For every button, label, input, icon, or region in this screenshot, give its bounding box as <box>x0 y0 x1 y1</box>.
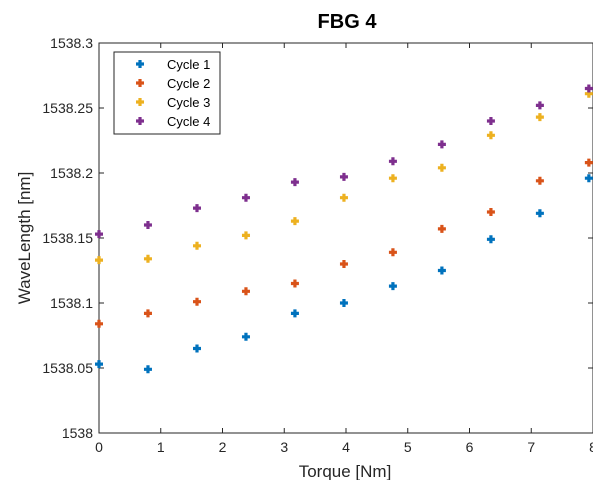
data-point <box>290 279 299 288</box>
y-tick-label: 1538.05 <box>42 360 93 376</box>
data-point <box>192 297 201 306</box>
data-point <box>486 235 495 244</box>
data-point <box>290 217 299 226</box>
x-tick-label: 7 <box>527 439 535 455</box>
x-tick-label: 3 <box>280 439 288 455</box>
data-point <box>192 344 201 353</box>
x-axis-ticks: 0 1 2 3 4 5 6 7 8 <box>95 43 593 455</box>
series-2 <box>95 158 593 328</box>
data-point <box>290 309 299 318</box>
data-point <box>95 360 103 369</box>
x-tick-label: 1 <box>157 439 165 455</box>
data-point <box>388 157 397 166</box>
data-point <box>241 287 250 296</box>
data-point <box>143 254 152 263</box>
legend-box <box>113 51 221 135</box>
legend-label: Cycle 3 <box>167 95 210 110</box>
series-1 <box>95 174 593 374</box>
y-tick-label: 1538.1 <box>50 295 93 311</box>
data-point <box>339 260 348 268</box>
data-point <box>535 176 544 185</box>
x-tick-label: 6 <box>466 439 474 455</box>
data-point <box>437 140 446 149</box>
data-point <box>290 178 299 187</box>
x-tick-label: 8 <box>589 439 593 455</box>
data-point <box>95 230 103 239</box>
data-point <box>486 117 495 125</box>
data-point <box>584 89 593 98</box>
legend-marker <box>136 60 144 68</box>
data-point <box>95 256 103 265</box>
data-point <box>95 319 103 328</box>
data-point <box>143 365 152 374</box>
data-point <box>486 131 495 140</box>
data-point <box>192 241 201 250</box>
data-point <box>143 221 152 229</box>
legend-marker <box>136 79 144 87</box>
data-point <box>241 231 250 240</box>
data-points <box>95 84 593 374</box>
data-point <box>339 172 348 181</box>
data-point <box>437 163 446 172</box>
data-point <box>437 266 446 275</box>
data-point <box>388 174 397 183</box>
series-3 <box>95 89 593 265</box>
y-tick-label: 1538.3 <box>50 35 93 51</box>
data-point <box>241 193 250 202</box>
y-tick-label: 1538.25 <box>42 100 93 116</box>
data-point <box>535 113 544 122</box>
x-tick-label: 4 <box>342 439 350 455</box>
data-point <box>535 209 544 218</box>
data-point <box>584 84 593 93</box>
data-point <box>437 224 446 233</box>
series-4 <box>95 84 593 239</box>
y-axis-ticks: 1538 1538.05 1538.1 1538.15 1538.2 1538.25 153… <box>42 35 593 441</box>
y-tick-label: 1538 <box>62 425 93 441</box>
legend-marker <box>136 98 144 106</box>
data-point <box>241 332 250 341</box>
legend-label: Cycle 4 <box>167 114 210 129</box>
x-axis-title: Torque [Nm] <box>299 462 392 480</box>
data-point <box>143 309 152 318</box>
data-point <box>486 208 495 216</box>
data-point <box>192 204 201 213</box>
legend-label: Cycle 1 <box>167 57 210 72</box>
data-point <box>584 174 593 183</box>
x-tick-label: 2 <box>219 439 227 455</box>
legend-marker <box>136 117 144 125</box>
y-tick-label: 1538.2 <box>50 165 93 181</box>
y-axis-title: WaveLength [nm] <box>15 172 34 305</box>
data-point <box>339 193 348 202</box>
data-point <box>388 282 397 291</box>
x-tick-label: 0 <box>95 439 103 455</box>
data-point <box>584 158 593 167</box>
legend: Cycle 1 Cycle 2 Cycle 3 Cycle 4 <box>113 51 221 135</box>
data-point <box>388 248 397 257</box>
x-tick-label: 5 <box>404 439 412 455</box>
chart-title: FBG 4 <box>318 11 378 33</box>
data-point <box>535 101 544 110</box>
legend-label: Cycle 2 <box>167 76 210 91</box>
y-tick-label: 1538.15 <box>42 230 93 246</box>
data-point <box>339 299 348 307</box>
